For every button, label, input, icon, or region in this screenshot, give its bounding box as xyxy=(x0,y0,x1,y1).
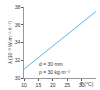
svg-text:32: 32 xyxy=(15,57,21,63)
svg-text:15: 15 xyxy=(36,82,42,88)
svg-text:34: 34 xyxy=(15,39,21,45)
svg-text:36: 36 xyxy=(15,22,21,28)
svg-text:T (°C): T (°C) xyxy=(80,81,94,87)
svg-text:λ (10⁻³ W·m⁻¹·K⁻¹): λ (10⁻³ W·m⁻¹·K⁻¹) xyxy=(7,21,13,64)
svg-text:d = 30 mm: d = 30 mm xyxy=(39,61,63,67)
svg-text:25: 25 xyxy=(64,82,70,88)
svg-text:30: 30 xyxy=(79,82,85,88)
svg-text:10: 10 xyxy=(21,82,27,88)
svg-text:20: 20 xyxy=(50,82,56,88)
svg-text:ρ = 30 kg·m⁻³: ρ = 30 kg·m⁻³ xyxy=(39,69,70,75)
svg-text:38: 38 xyxy=(15,4,21,10)
svg-text:30: 30 xyxy=(15,75,21,81)
